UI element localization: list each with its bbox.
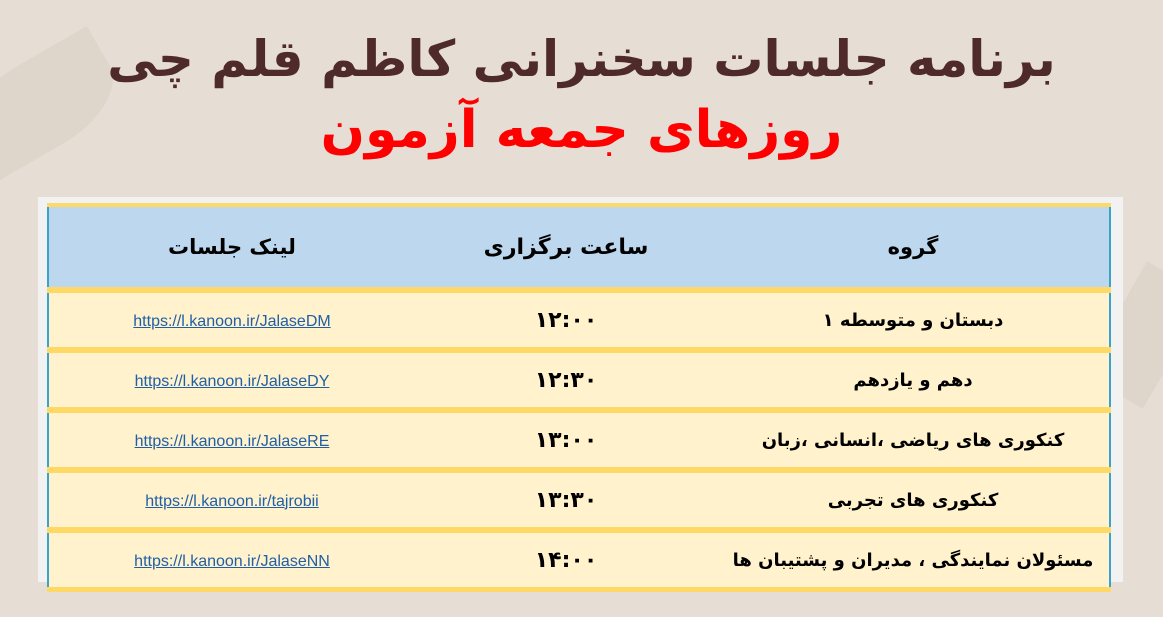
- table-header-row: گروه ساعت برگزاری لینک جلسات: [48, 203, 1110, 290]
- group-cell: کنکوری های ریاضی ،انسانی ،زبان: [717, 407, 1110, 470]
- session-link[interactable]: https://l.kanoon.ir/JalaseNN: [134, 552, 330, 570]
- link-cell: https://l.kanoon.ir/tajrobii: [48, 467, 415, 530]
- page-title: برنامه جلسات سخنرانی کاظم قلم چی: [107, 30, 1056, 88]
- table-row: دهم و یازدهم ۱۲:۳۰ https://l.kanoon.ir/J…: [48, 347, 1110, 410]
- link-cell: https://l.kanoon.ir/JalaseRE: [48, 407, 415, 470]
- link-cell: https://l.kanoon.ir/JalaseDM: [48, 287, 415, 350]
- header-link: لینک جلسات: [48, 203, 415, 290]
- header-group: گروه: [717, 203, 1110, 290]
- table-row: کنکوری های تجربی ۱۳:۳۰ https://l.kanoon.…: [48, 467, 1110, 530]
- page-subtitle: روزهای جمعه آزمون: [320, 100, 843, 160]
- table-row: دبستان و متوسطه ۱ ۱۲:۰۰ https://l.kanoon…: [48, 287, 1110, 350]
- session-link[interactable]: https://l.kanoon.ir/tajrobii: [145, 492, 319, 510]
- link-cell: https://l.kanoon.ir/JalaseDY: [48, 347, 415, 410]
- header-time: ساعت برگزاری: [415, 203, 717, 290]
- group-cell: کنکوری های تجربی: [717, 467, 1110, 530]
- time-cell: ۱۲:۳۰: [415, 347, 717, 410]
- session-link[interactable]: https://l.kanoon.ir/JalaseDM: [133, 312, 331, 330]
- table-row: کنکوری های ریاضی ،انسانی ،زبان ۱۳:۰۰ htt…: [48, 407, 1110, 470]
- session-link[interactable]: https://l.kanoon.ir/JalaseRE: [134, 432, 330, 450]
- schedule-card: گروه ساعت برگزاری لینک جلسات دبستان و مت…: [38, 197, 1123, 592]
- time-cell: ۱۲:۰۰: [415, 287, 717, 350]
- schedule-table: گروه ساعت برگزاری لینک جلسات دبستان و مت…: [47, 203, 1111, 592]
- time-cell: ۱۴:۰۰: [415, 527, 717, 592]
- session-link[interactable]: https://l.kanoon.ir/JalaseDY: [134, 372, 330, 390]
- time-cell: ۱۳:۰۰: [415, 407, 717, 470]
- time-cell: ۱۳:۳۰: [415, 467, 717, 530]
- group-cell: دبستان و متوسطه ۱: [717, 287, 1110, 350]
- table-row: مسئولان نمایندگی ، مدیران و پشتیبان ها ۱…: [48, 527, 1110, 592]
- group-cell: مسئولان نمایندگی ، مدیران و پشتیبان ها: [717, 527, 1110, 592]
- group-cell: دهم و یازدهم: [717, 347, 1110, 410]
- link-cell: https://l.kanoon.ir/JalaseNN: [48, 527, 415, 592]
